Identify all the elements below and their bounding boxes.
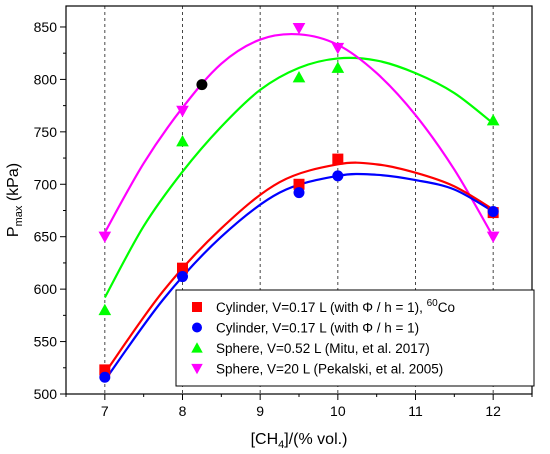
data-point-series-2 (486, 113, 500, 126)
fit-curve-series-2 (103, 56, 494, 299)
data-point-series-1 (487, 206, 499, 218)
x-tick-label-9: 9 (256, 403, 264, 419)
data-point-series-2 (98, 303, 112, 316)
legend-box (175, 289, 535, 387)
y-tick-label-850: 850 (34, 19, 58, 35)
data-point-series-2 (176, 134, 189, 147)
y-tick-label-700: 700 (34, 176, 58, 192)
data-point-series-2 (292, 70, 306, 83)
data-point-series-3 (98, 231, 112, 244)
data-point-series-3 (331, 42, 345, 55)
data-points (98, 22, 500, 383)
y-tick-label-750: 750 (34, 124, 58, 140)
x-axis-title: [CH4]/(% vol.) (251, 431, 348, 451)
grid-lines (104, 6, 494, 394)
y-tick-label-500: 500 (34, 386, 58, 402)
data-point-series-1 (332, 170, 344, 182)
data-point-extra (196, 79, 208, 91)
x-tick-label-10: 10 (330, 403, 346, 419)
data-point-series-0 (332, 153, 344, 165)
y-tick-label-800: 800 (34, 71, 58, 87)
fit-curve-series-0 (103, 161, 494, 374)
data-point-series-3 (292, 22, 306, 35)
axis-ticks: 7 8 9 10 11 12 500 550 600 650 700 750 800 850 (34, 19, 533, 419)
x-tick-label-8: 8 (179, 403, 187, 419)
data-point-series-1 (99, 371, 111, 383)
legend-marker-series-3 (191, 363, 203, 375)
legend-label-series-3: Sphere, V=20 L (Pekalski, et al. 2005) (216, 362, 443, 377)
legend-marker-series-2 (191, 342, 203, 353)
fit-curve-series-3 (103, 32, 495, 238)
data-point-series-3 (176, 105, 189, 118)
y-tick-label-600: 600 (34, 281, 58, 297)
x-tick-label-7: 7 (101, 403, 109, 419)
data-point-series-0 (293, 178, 305, 190)
y-tick-label-650: 650 (34, 229, 58, 245)
x-tick-label-11: 11 (408, 403, 423, 419)
legend-label-series-0: Cylinder, V=0.17 L (with Φ / h = 1), 60C… (216, 298, 455, 315)
x-tick-label-12: 12 (485, 403, 501, 419)
data-point-series-0 (177, 262, 188, 274)
legend-marker-series-0 (192, 302, 202, 312)
y-tick-label-550: 550 (34, 334, 58, 350)
legend-marker-series-1 (192, 322, 202, 333)
y-axis-title: Pmax (kPa) (5, 163, 25, 237)
fit-curve-series-1 (103, 172, 494, 382)
data-point-series-2 (331, 61, 345, 73)
legend-label-series-2: Sphere, V=0.52 L (Mitu, et al. 2017) (216, 341, 430, 356)
legend-label-series-1: Cylinder, V=0.17 L (with Φ / h = 1) (216, 321, 419, 336)
data-point-series-0 (99, 364, 111, 376)
data-point-series-3 (486, 231, 500, 244)
legend: Cylinder, V=0.17 L (with Φ / h = 1), 60C… (175, 289, 535, 387)
data-point-series-1 (293, 187, 305, 199)
data-point-series-1 (177, 271, 188, 283)
